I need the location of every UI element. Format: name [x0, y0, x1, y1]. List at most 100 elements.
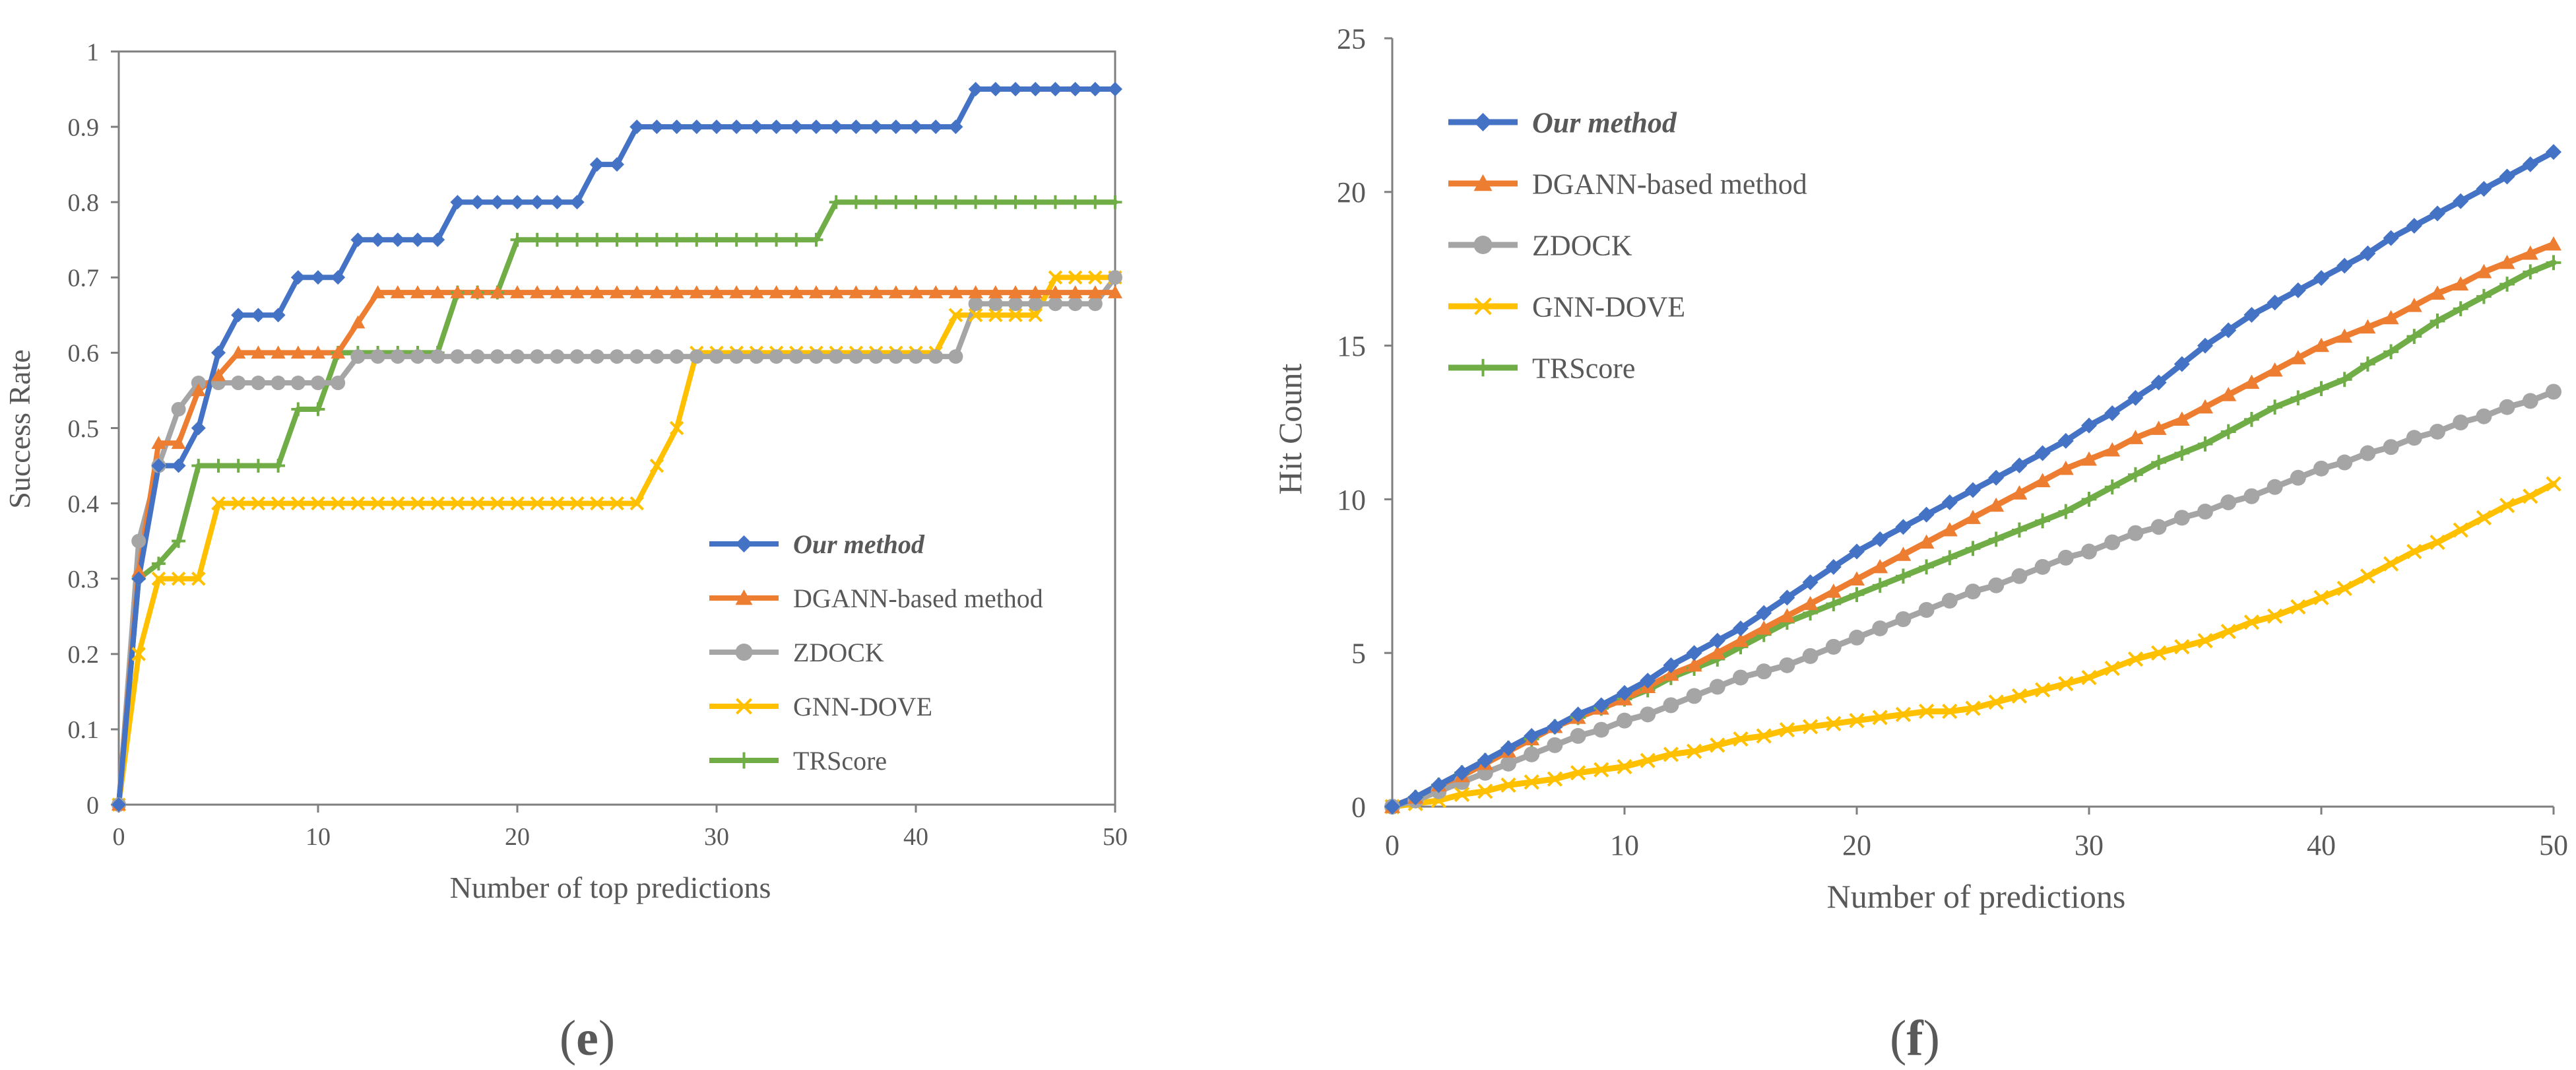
- data-point-gnn-dove: [2058, 676, 2074, 692]
- data-point-gnn-dove: [1048, 270, 1063, 285]
- data-point-gnn-dove: [1547, 771, 1563, 787]
- y-tick-label: 0.9: [68, 114, 100, 141]
- data-point-trscore: [570, 232, 585, 247]
- data-point-our-method: [1941, 494, 1958, 511]
- x-tick-label: 30: [704, 823, 729, 851]
- data-point-zdock: [2290, 469, 2306, 486]
- data-point-our-method: [311, 270, 325, 285]
- data-point-dgann-based-method: [1709, 645, 1725, 659]
- data-point-zdock: [1965, 584, 1981, 600]
- data-point-trscore: [690, 232, 704, 247]
- data-point-dgann-based-method: [1733, 632, 1749, 648]
- data-point-our-method: [948, 119, 963, 135]
- data-point-zdock: [649, 349, 664, 364]
- data-point-zdock: [1570, 727, 1586, 744]
- data-point-zdock: [669, 349, 684, 364]
- x-tick-label: 50: [1103, 823, 1128, 851]
- caption-open-paren: (: [560, 1011, 576, 1066]
- data-point-trscore: [849, 195, 863, 209]
- data-point-zdock: [1087, 296, 1103, 312]
- data-point-zdock: [2453, 415, 2469, 430]
- data-point-trscore: [1849, 587, 1865, 603]
- data-point-our-method: [1028, 82, 1043, 97]
- x-axis-label: Number of predictions: [1827, 878, 2126, 915]
- data-point-trscore: [2290, 390, 2306, 406]
- legend-label-gnn-dove: GNN-DOVE: [1532, 290, 1685, 323]
- data-point-our-method: [2453, 193, 2469, 209]
- data-point-gnn-dove: [2406, 543, 2422, 560]
- data-point-our-method: [171, 458, 186, 473]
- data-point-our-method: [589, 157, 604, 172]
- data-point-trscore: [2360, 356, 2375, 372]
- legend: Our method DGANN-based method ZDOCK GNN-DOV…: [709, 529, 1043, 776]
- data-point-gnn-dove: [271, 496, 286, 511]
- data-point-zdock: [390, 349, 405, 364]
- y-axis-ticks: 0 5 10 15 20 25: [1337, 22, 1392, 823]
- data-point-our-method: [669, 119, 684, 135]
- data-point-gnn-dove: [1942, 704, 1958, 719]
- data-point-gnn-dove: [2034, 682, 2051, 698]
- data-point-our-method: [1918, 506, 1935, 523]
- legend-label-our-method: Our method: [1532, 106, 1677, 139]
- data-point-our-method: [2034, 445, 2051, 461]
- data-point-dgann-based-method: [2522, 245, 2538, 260]
- data-point-our-method: [2476, 181, 2492, 197]
- data-point-gnn-dove: [550, 496, 565, 511]
- data-point-our-method: [1686, 645, 1702, 661]
- data-point-gnn-dove: [2476, 510, 2492, 525]
- data-point-dgann-based-method: [2499, 254, 2515, 269]
- data-point-dgann-based-method: [1779, 608, 1795, 622]
- data-point-gnn-dove: [1826, 716, 1842, 731]
- data-point-dgann-based-method: [510, 285, 525, 298]
- data-point-our-method: [1068, 82, 1083, 97]
- data-point-trscore: [2104, 479, 2120, 495]
- data-point-our-method: [2336, 257, 2353, 274]
- data-point-dgann-based-method: [1825, 584, 1842, 598]
- data-point-gnn-dove: [131, 647, 146, 661]
- data-point-zdock: [2243, 488, 2260, 504]
- x-axis-ticks: 0 10 20 30 40 50: [1385, 807, 2568, 861]
- data-point-zdock: [2546, 384, 2561, 400]
- data-point-dgann-based-method: [490, 285, 505, 298]
- data-point-trscore: [1965, 541, 1981, 556]
- data-point-dgann-based-method: [1918, 534, 1935, 549]
- data-point-dgann-based-method: [2081, 451, 2097, 466]
- data-point-zdock: [1068, 296, 1083, 312]
- data-point-gnn-dove: [370, 496, 385, 511]
- data-point-dgann-based-method: [311, 345, 325, 359]
- data-point-gnn-dove: [1594, 762, 1609, 778]
- data-point-our-method: [909, 119, 923, 135]
- data-point-dgann-based-method: [251, 345, 266, 359]
- data-point-zdock: [1686, 688, 1702, 704]
- data-point-trscore: [1942, 550, 1958, 566]
- data-point-dgann-based-method: [1756, 620, 1772, 635]
- data-point-dgann-based-method: [2057, 460, 2074, 475]
- data-point-our-method: [1108, 82, 1122, 97]
- data-point-dgann-based-method: [1663, 666, 1679, 681]
- data-point-dgann-based-method: [2197, 399, 2213, 414]
- data-point-our-method: [470, 195, 485, 210]
- data-point-our-method: [331, 270, 346, 285]
- y-tick-label: 15: [1337, 330, 1366, 362]
- data-point-dgann-based-method: [2383, 310, 2399, 325]
- data-point-our-method: [2267, 294, 2283, 311]
- data-point-zdock: [928, 349, 944, 364]
- data-point-gnn-dove: [2104, 660, 2120, 677]
- data-point-dgann-based-method: [231, 345, 246, 359]
- data-point-dgann-based-method: [1849, 571, 1865, 586]
- data-point-our-method: [390, 232, 405, 248]
- data-point-trscore: [251, 459, 265, 473]
- data-point-trscore: [1896, 568, 1911, 584]
- data-point-dgann-based-method: [331, 345, 346, 359]
- data-point-dgann-based-method: [629, 285, 645, 298]
- data-point-gnn-dove: [470, 496, 485, 511]
- data-point-gnn-dove: [530, 496, 544, 511]
- data-point-dgann-based-method: [131, 564, 146, 578]
- data-point-trscore: [969, 195, 983, 209]
- data-point-zdock: [470, 349, 485, 364]
- data-point-our-method: [2081, 417, 2097, 434]
- data-point-dgann-based-method: [1895, 547, 1912, 561]
- data-point-dgann-based-method: [769, 285, 784, 298]
- legend-marker-our-method: [1473, 113, 1493, 131]
- data-point-gnn-dove: [231, 496, 245, 511]
